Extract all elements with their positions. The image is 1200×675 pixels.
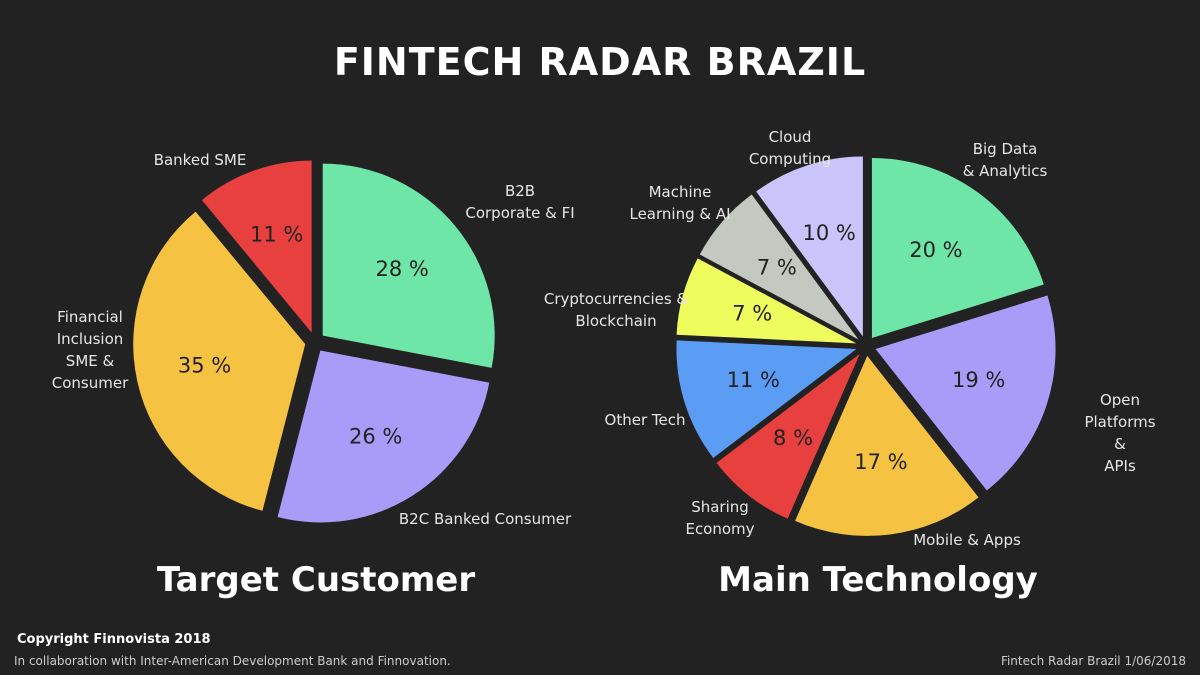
slice-label: B2B Corporate & FI [465, 182, 575, 222]
pie-slice [699, 194, 859, 340]
slice-label: Big Data & Analytics [962, 140, 1048, 180]
slice-label: Sharing Economy [685, 498, 755, 538]
pie-slice [875, 295, 1056, 491]
value-label: 28 % [376, 257, 429, 281]
pie-slice [676, 258, 857, 344]
pie-slice [277, 350, 490, 523]
slice-label: Cryptocurrencies & Blockchain [543, 290, 689, 330]
page-title: FINTECH RADAR BRAZIL [333, 40, 867, 84]
value-label: 20 % [909, 238, 962, 262]
value-label: 11 % [250, 222, 303, 246]
pie-slice [201, 160, 312, 333]
value-label: 10 % [803, 221, 856, 245]
slice-label: Financial Inclusion SME & Consumer [51, 308, 129, 392]
value-label: 7 % [757, 256, 797, 280]
pie-slice [322, 163, 495, 368]
slice-label: Machine Learning & AI [629, 183, 731, 223]
pie-slice [756, 156, 863, 337]
value-label: 7 % [732, 302, 772, 326]
slice-label: Other Tech [604, 411, 686, 429]
slice-label: Cloud Computing [748, 128, 832, 168]
value-label: 35 % [178, 354, 231, 378]
edition: Fintech Radar Brazil 1/06/2018 [1000, 654, 1186, 668]
value-label: 19 % [952, 368, 1005, 392]
pie-slice [133, 211, 306, 511]
copyright: Copyright Finnovista 2018 [17, 632, 211, 647]
slice-label: Banked SME [153, 151, 247, 169]
value-label: 8 % [773, 426, 813, 450]
collaboration: In collaboration with Inter-American Dev… [14, 654, 451, 668]
chart-title: Main Technology [718, 560, 1038, 600]
pie-slice [676, 340, 857, 458]
pie-slice [716, 353, 860, 519]
value-label: 17 % [854, 450, 907, 474]
pie-slice [795, 355, 979, 536]
chart-title: Target Customer [156, 560, 476, 600]
slice-label: B2C Banked Consumer [398, 510, 572, 528]
slice-label: Mobile & Apps [913, 531, 1021, 549]
slice-label: Open Platforms & APIs [1084, 391, 1156, 475]
value-label: 11 % [727, 368, 780, 392]
pie-slice [871, 157, 1044, 338]
value-label: 26 % [349, 425, 402, 449]
